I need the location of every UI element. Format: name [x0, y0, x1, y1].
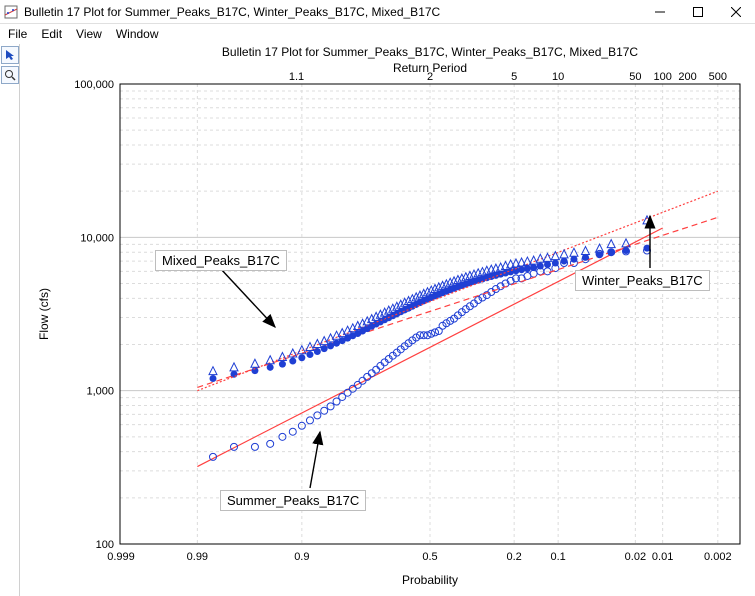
pointer-tool[interactable]	[1, 46, 19, 64]
svg-text:0.002: 0.002	[704, 551, 732, 563]
menu-view[interactable]: View	[72, 25, 106, 43]
annotation-label: Summer_Peaks_B17C	[220, 490, 366, 511]
annotation-label: Mixed_Peaks_B17C	[155, 250, 287, 271]
menu-window[interactable]: Window	[112, 25, 163, 43]
svg-text:100: 100	[653, 71, 671, 83]
svg-text:Bulletin 17 Plot for Summer_Pe: Bulletin 17 Plot for Summer_Peaks_B17C, …	[222, 45, 639, 59]
svg-text:0.9: 0.9	[294, 551, 309, 563]
window-title: Bulletin 17 Plot for Summer_Peaks_B17C, …	[24, 5, 440, 19]
window-titlebar: Bulletin 17 Plot for Summer_Peaks_B17C, …	[0, 0, 755, 24]
svg-text:0.999: 0.999	[107, 551, 135, 563]
svg-text:1.1: 1.1	[289, 71, 304, 83]
svg-text:0.99: 0.99	[187, 551, 208, 563]
left-toolbar	[0, 44, 20, 596]
svg-text:200: 200	[678, 71, 696, 83]
svg-text:100: 100	[96, 539, 114, 551]
svg-text:10,000: 10,000	[80, 232, 114, 244]
svg-text:0.01: 0.01	[652, 551, 673, 563]
svg-text:0.5: 0.5	[422, 551, 437, 563]
svg-text:50: 50	[629, 71, 641, 83]
window-maximize-button[interactable]	[679, 0, 717, 24]
svg-text:2: 2	[427, 71, 433, 83]
menu-file[interactable]: File	[4, 25, 31, 43]
svg-text:Probability: Probability	[402, 573, 458, 587]
svg-text:1,000: 1,000	[86, 386, 114, 398]
svg-text:10: 10	[552, 71, 564, 83]
svg-text:500: 500	[709, 71, 727, 83]
zoom-tool[interactable]	[1, 66, 19, 84]
svg-text:5: 5	[511, 71, 517, 83]
app-icon	[4, 5, 18, 19]
menu-edit[interactable]: Edit	[37, 25, 66, 43]
annotation-label: Winter_Peaks_B17C	[575, 270, 710, 291]
chart-svg: Bulletin 17 Plot for Summer_Peaks_B17C, …	[20, 44, 755, 596]
svg-text:0.02: 0.02	[625, 551, 646, 563]
window-minimize-button[interactable]	[641, 0, 679, 24]
menubar: File Edit View Window	[0, 24, 755, 44]
window-close-button[interactable]	[717, 0, 755, 24]
plot-area[interactable]: Bulletin 17 Plot for Summer_Peaks_B17C, …	[20, 44, 755, 596]
svg-text:0.2: 0.2	[507, 551, 522, 563]
svg-text:100,000: 100,000	[74, 79, 114, 91]
svg-text:0.1: 0.1	[551, 551, 566, 563]
svg-text:Flow (cfs): Flow (cfs)	[37, 288, 51, 340]
content-area: Bulletin 17 Plot for Summer_Peaks_B17C, …	[0, 44, 755, 596]
